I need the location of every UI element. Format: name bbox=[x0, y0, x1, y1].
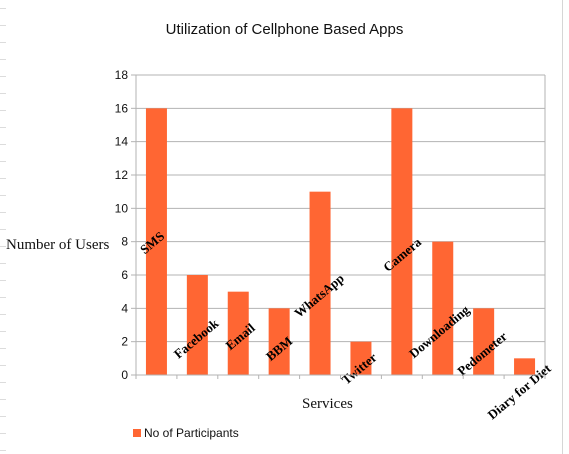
bar bbox=[268, 308, 290, 375]
y-tick-label: 10 bbox=[115, 201, 129, 215]
bar bbox=[473, 308, 495, 375]
x-axis-label: Services bbox=[302, 396, 353, 412]
legend: No of Participants bbox=[133, 426, 239, 440]
y-axis-label: Number of Users bbox=[6, 237, 110, 253]
legend-swatch bbox=[133, 429, 141, 437]
bar bbox=[227, 291, 249, 375]
y-tick-label: 14 bbox=[115, 135, 129, 149]
sheet-column-edge-right bbox=[562, 0, 569, 454]
bar bbox=[391, 108, 413, 375]
y-tick-label: 6 bbox=[121, 268, 128, 282]
y-tick-label: 16 bbox=[115, 101, 129, 115]
y-tick-label: 0 bbox=[121, 368, 128, 382]
chart-title: Utilization of Cellphone Based Apps bbox=[165, 21, 404, 38]
y-tick-label: 12 bbox=[115, 168, 129, 182]
y-tick-label: 18 bbox=[115, 68, 129, 82]
y-tick-label: 8 bbox=[121, 235, 128, 249]
sheet-row-ticks-left bbox=[0, 0, 6, 454]
bar bbox=[514, 358, 536, 375]
y-tick-label: 2 bbox=[121, 335, 128, 349]
bar bbox=[350, 341, 372, 375]
bar bbox=[432, 241, 454, 375]
bar bbox=[145, 108, 167, 375]
bar bbox=[186, 275, 208, 375]
y-tick-label: 4 bbox=[121, 301, 128, 315]
legend-label: No of Participants bbox=[144, 426, 239, 440]
bar bbox=[309, 191, 331, 375]
